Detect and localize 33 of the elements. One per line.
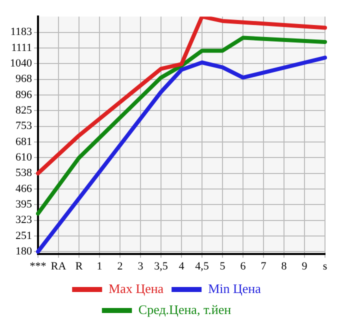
y-tick-label: 1183 [10,26,32,38]
y-tick-label: 896 [16,88,32,101]
x-tick-label: 5 [220,260,226,272]
x-tick-label: RA [50,260,66,272]
legend-label: Max Цена [108,280,164,296]
x-tick-label: R [75,260,84,272]
x-tick-label: *** [30,260,46,272]
x-tick-label: 3,5 [154,260,168,272]
y-tick-label: 825 [16,104,32,116]
y-tick-label: 753 [16,120,32,132]
x-tick-label: s [322,260,328,272]
x-tick-label: 7 [260,260,267,272]
y-tick-label: 968 [16,73,32,86]
legend-label: Min Цена [208,280,262,296]
y-tick-label: 1111 [11,42,32,54]
x-tick-label: 4,5 [195,260,210,272]
x-tick-label: 6 [240,260,246,272]
y-tick-label: 610 [16,152,32,164]
x-tick-label: 4 [178,260,185,272]
legend-label: Сред.Цена, т.йен [138,302,232,317]
y-tick-label: 323 [16,214,32,226]
x-tick-label: 1 [96,260,102,272]
y-tick-label: 466 [16,182,32,195]
y-tick-label: 251 [16,230,32,242]
y-tick-label: 681 [16,136,32,148]
x-tick-label: 2 [117,260,123,272]
x-tick-label: 3 [138,260,144,272]
y-tick-label: 180 [16,246,32,258]
x-tick-label: 8 [281,260,288,272]
y-tick-label: 395 [16,198,32,210]
x-tick-label: 9 [302,260,308,272]
y-tick-label: 1040 [10,57,32,70]
y-tick-label: 538 [16,167,32,180]
